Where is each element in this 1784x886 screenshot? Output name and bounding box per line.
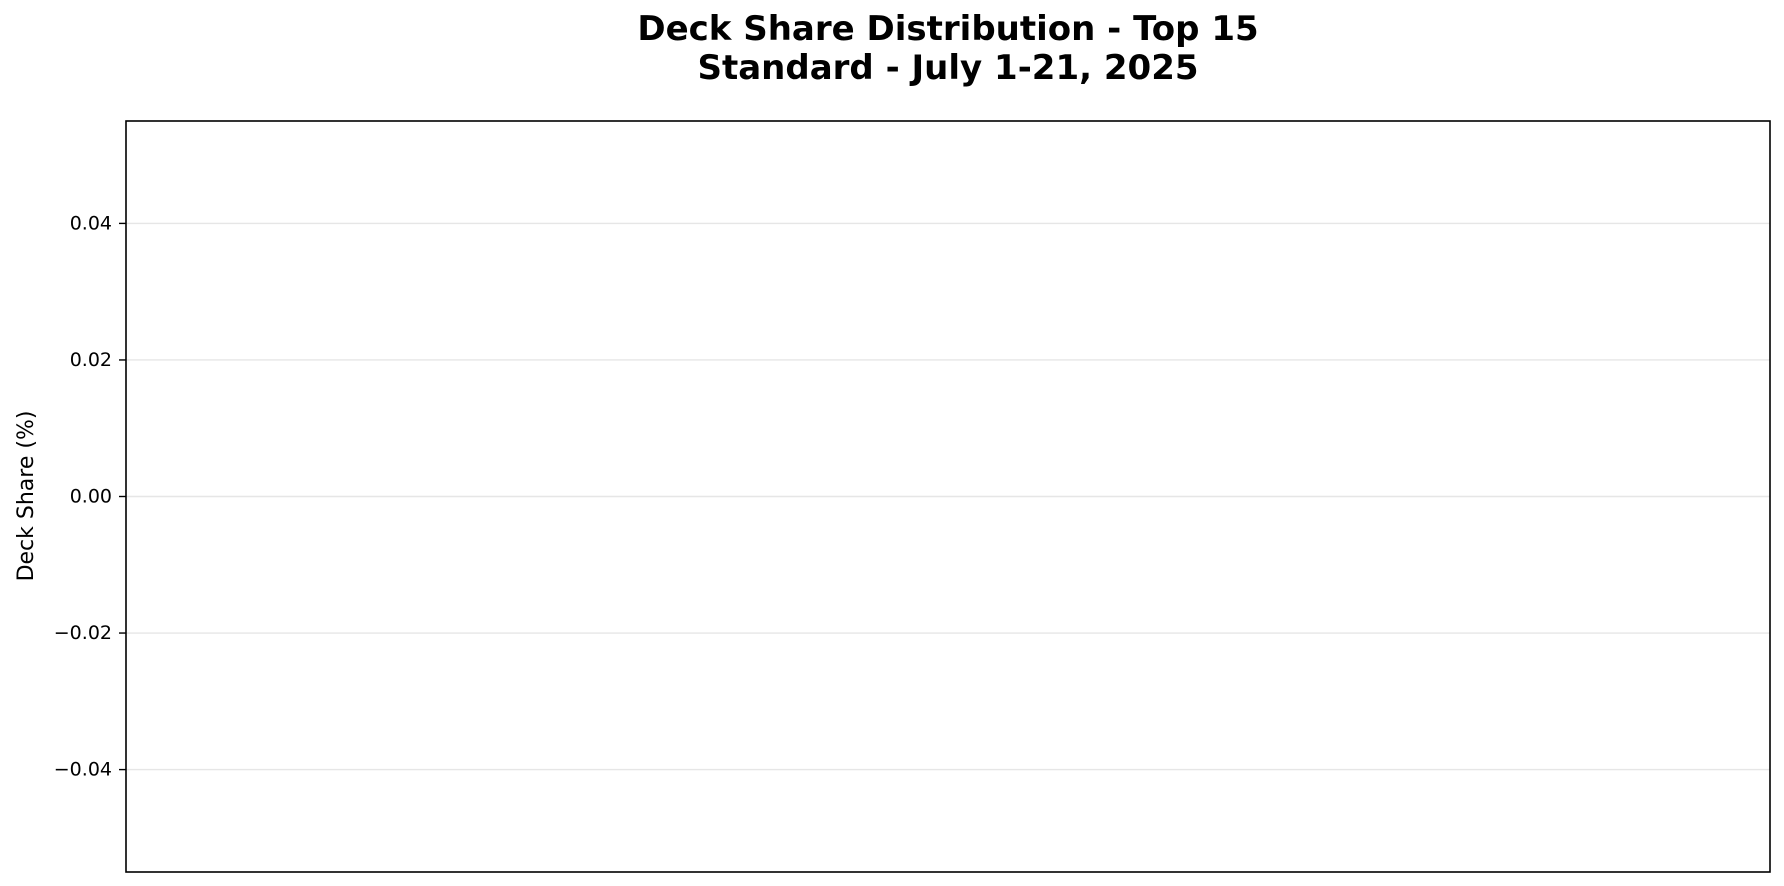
- y-tick-label: 0.00: [70, 486, 112, 508]
- gridlines: [126, 222, 1770, 771]
- chart-title-line-1: Deck Share Distribution - Top 15: [637, 9, 1258, 49]
- y-tick-label: 0.02: [70, 349, 112, 371]
- y-tick-label: −0.04: [54, 759, 112, 781]
- y-tick-label: 0.04: [70, 212, 112, 234]
- y-tick-label: −0.02: [54, 622, 112, 644]
- y-axis-label: Deck Share (%): [14, 411, 39, 582]
- y-axis-ticks: 0.04 0.02 0.00 −0.02 −0.04: [54, 212, 126, 781]
- chart-title-line-2: Standard - July 1-21, 2025: [697, 48, 1198, 88]
